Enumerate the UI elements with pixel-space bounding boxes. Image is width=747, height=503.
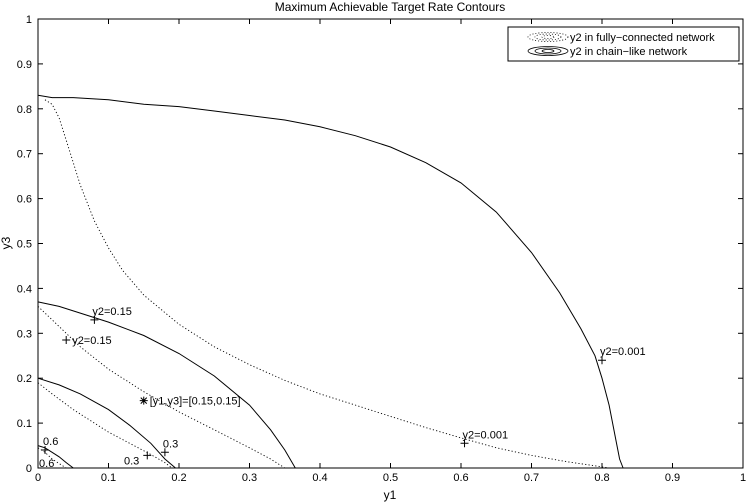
y-tick-label: 0.9 — [17, 59, 32, 71]
legend-swatch — [527, 32, 569, 42]
contour-annotation: y2=0.001 — [600, 346, 646, 358]
x-axis-label: y1 — [384, 488, 397, 502]
x-tick-label: 0.4 — [312, 472, 327, 484]
legend-entry-chain-like: y2 in chain−like network — [527, 46, 688, 58]
chain-like-contour-0_001 — [37, 94, 624, 469]
legend: y2 in fully−connected network y2 in chain… — [507, 26, 740, 62]
x-tick-label: 0.1 — [101, 472, 116, 484]
chain-like-contour-0_6 — [37, 445, 74, 469]
y-tick-label: 1 — [26, 14, 32, 26]
chart-title: Maximum Achievable Target Rate Contours — [275, 0, 506, 14]
x-tick-label: 0.9 — [665, 472, 680, 484]
plus-marker — [62, 336, 71, 345]
contour-annotation: [y1,y3]=[0.15,0.15] — [150, 396, 241, 408]
y-tick-label: 0.5 — [17, 239, 32, 251]
x-tick-label: 0.5 — [383, 472, 398, 484]
chain-like-contour-0_3 — [37, 377, 176, 469]
legend-swatch — [534, 47, 562, 55]
x-tick-label: 0.3 — [242, 472, 257, 484]
legend-swatch — [534, 33, 562, 41]
y-tick-label: 0.1 — [17, 418, 32, 430]
legend-entry-fully-connected: y2 in fully−connected network — [527, 32, 715, 44]
plus-marker — [160, 448, 169, 457]
plus-marker — [598, 356, 606, 365]
x-tick-label: 1 — [740, 472, 746, 484]
x-tick-label: 0.8 — [594, 472, 609, 484]
y-tick-label: 0.2 — [17, 373, 32, 385]
contour-curves — [37, 94, 624, 469]
x-tick-label: 0.7 — [524, 472, 539, 484]
y-tick-label: 0.4 — [17, 283, 32, 295]
contour-markers: y2=0.15 y2=0.15 [y1,y3]=[0.15,0.15] y2=0.00… — [39, 306, 646, 470]
y-axis-label: y3 — [0, 236, 13, 249]
fully-connected-contour-0_3 — [37, 382, 173, 469]
fully-connected-contour-0_001 — [44, 99, 610, 469]
y-tick-label: 0.7 — [17, 149, 32, 161]
contour-annotation: y2=0.15 — [72, 335, 111, 347]
legend-label: y2 in fully−connected network — [570, 32, 715, 44]
x-tick-label: 0.2 — [171, 472, 186, 484]
contour-annotation: 0.6 — [43, 436, 58, 448]
x-tick-label: 0.6 — [453, 472, 468, 484]
x-tick-label: 0 — [35, 472, 41, 484]
contour-annotation: 0.6 — [39, 458, 54, 470]
fully-connected-contour-0_6 — [37, 447, 67, 469]
y-tick-label: 0.8 — [17, 104, 32, 116]
y-tick-label: 0.6 — [17, 194, 32, 206]
legend-label: y2 in chain−like network — [570, 46, 688, 58]
y-tick-label: 0 — [26, 463, 32, 475]
legend-swatch — [541, 35, 555, 39]
plus-marker — [90, 315, 99, 324]
contour-annotation: 0.3 — [124, 455, 139, 467]
legend-swatch — [541, 49, 555, 53]
contour-annotation: y2=0.001 — [463, 429, 509, 441]
plus-marker — [41, 446, 50, 455]
contour-annotation: y2=0.15 — [92, 306, 131, 318]
y-tick-label: 0.3 — [17, 328, 32, 340]
chain-like-contour-0_15 — [37, 301, 296, 469]
contour-annotation: 0.3 — [163, 438, 178, 450]
plus-marker — [143, 451, 152, 460]
legend-swatch — [527, 46, 569, 56]
star-marker — [139, 396, 148, 405]
plot-frame — [37, 18, 744, 469]
fully-connected-contour-0_15 — [37, 306, 286, 469]
axis-ticks: 0 0.1 0.2 0.3 0.4 0.5 0.6 0.7 0.8 0.9 1 0 0.1 0.2 0.3 0… — [17, 14, 746, 484]
plus-marker — [460, 439, 469, 448]
